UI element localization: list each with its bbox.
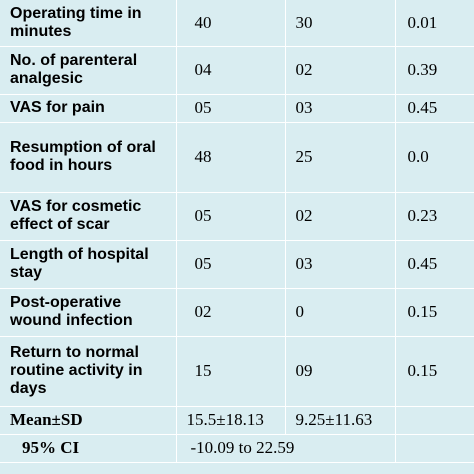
mean-sd-p xyxy=(395,406,474,435)
ci-value: -10.09 to 22.59 xyxy=(176,434,396,463)
p-value: 0.39 xyxy=(395,46,474,95)
group2-value: 0 xyxy=(285,288,396,337)
group1-value: 40 xyxy=(176,0,286,47)
group2-value: 03 xyxy=(285,240,396,289)
p-value: 0.0 xyxy=(395,122,474,193)
p-value: 0.23 xyxy=(395,192,474,241)
row-label: Resumption of oral food in hours xyxy=(0,122,177,193)
group1-value: 15 xyxy=(176,336,286,407)
p-value: 0.15 xyxy=(395,336,474,407)
group2-value: 02 xyxy=(285,46,396,95)
row-label: Length of hospital stay xyxy=(0,240,177,289)
ci-empty-cell xyxy=(395,434,474,463)
table-row: VAS for cosmetic effect of scar 05 02 0.… xyxy=(0,192,474,241)
table-row: Post-operative wound infection 02 0 0.15 xyxy=(0,288,474,337)
row-label: Operating time in minutes xyxy=(0,0,177,47)
row-label: VAS for cosmetic effect of scar xyxy=(0,192,177,241)
table-row: No. of parenteral analgesic 04 02 0.39 xyxy=(0,46,474,95)
row-label: Post-operative wound infection xyxy=(0,288,177,337)
mean-sd-row: Mean±SD 15.5±18.13 9.25±11.63 xyxy=(0,406,474,435)
group1-value: 05 xyxy=(176,192,286,241)
group2-value: 03 xyxy=(285,94,396,123)
ci-row: 95% CI -10.09 to 22.59 xyxy=(0,434,474,463)
p-value: 0.45 xyxy=(395,94,474,123)
group1-value: 48 xyxy=(176,122,286,193)
group2-value: 02 xyxy=(285,192,396,241)
row-label: VAS for pain xyxy=(0,94,177,123)
table-row: Length of hospital stay 05 03 0.45 xyxy=(0,240,474,289)
p-value: 0.15 xyxy=(395,288,474,337)
group2-value: 25 xyxy=(285,122,396,193)
group1-value: 05 xyxy=(176,240,286,289)
row-label: No. of parenteral analgesic xyxy=(0,46,177,95)
table-row: VAS for pain 05 03 0.45 xyxy=(0,94,474,123)
group1-value: 05 xyxy=(176,94,286,123)
mean-sd-label: Mean±SD xyxy=(0,406,177,435)
p-value: 0.45 xyxy=(395,240,474,289)
mean-sd-group2: 9.25±11.63 xyxy=(285,406,396,435)
p-value: 0.01 xyxy=(395,0,474,47)
row-label: Return to normal routine activity in day… xyxy=(0,336,177,407)
table-row: Return to normal routine activity in day… xyxy=(0,336,474,407)
results-table: Operating time in minutes 40 30 0.01 No.… xyxy=(0,0,474,463)
table-row: Operating time in minutes 40 30 0.01 xyxy=(0,0,474,47)
mean-sd-group1: 15.5±18.13 xyxy=(176,406,286,435)
table-row: Resumption of oral food in hours 48 25 0… xyxy=(0,122,474,193)
group1-value: 02 xyxy=(176,288,286,337)
group2-value: 30 xyxy=(285,0,396,47)
ci-label: 95% CI xyxy=(0,434,177,463)
group2-value: 09 xyxy=(285,336,396,407)
group1-value: 04 xyxy=(176,46,286,95)
